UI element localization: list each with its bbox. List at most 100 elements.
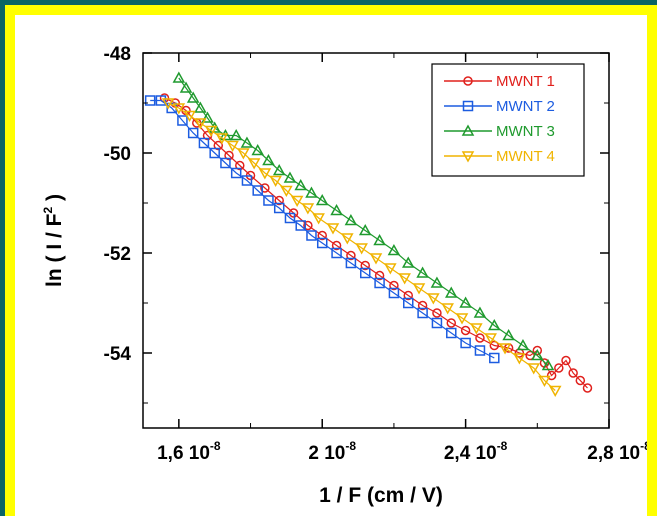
legend-marker — [461, 124, 475, 136]
data-point — [198, 137, 210, 149]
x-tick-label: 2 10-8 — [308, 439, 356, 464]
legend-frame — [431, 63, 585, 177]
data-point — [460, 337, 471, 349]
data-point — [360, 260, 370, 271]
data-point — [284, 212, 296, 224]
data-point — [241, 175, 253, 186]
data-point — [431, 317, 443, 329]
data-point — [475, 333, 485, 343]
legend-label: MWNT 2 — [496, 98, 555, 115]
data-point — [172, 103, 186, 115]
series-2 — [144, 95, 500, 364]
data-point — [161, 98, 175, 110]
data-point — [548, 385, 562, 398]
data-point — [306, 230, 317, 241]
data-point — [247, 158, 261, 170]
data-point — [516, 338, 530, 351]
data-point — [355, 243, 368, 255]
data-point — [417, 300, 428, 311]
data-point — [489, 340, 500, 351]
data-point — [389, 280, 399, 291]
data-point — [251, 143, 264, 156]
data-point — [554, 363, 564, 373]
data-point — [224, 150, 234, 161]
data-point — [194, 118, 207, 130]
y-axis-title-main: ln ( I / F — [43, 213, 66, 287]
data-point — [401, 256, 415, 268]
data-point — [473, 306, 487, 318]
chart-marks — [144, 71, 593, 398]
legend: MWNT 1 MWNT 2 MWNT 3 MWNT 4 — [431, 63, 585, 177]
data-point — [427, 293, 440, 305]
data-point — [488, 318, 501, 331]
data-point — [220, 157, 231, 169]
data-point — [398, 273, 411, 285]
data-point — [460, 325, 471, 336]
data-point — [305, 186, 318, 198]
data-point — [430, 276, 444, 288]
data-point — [179, 81, 193, 93]
data-point — [331, 240, 342, 251]
data-point — [441, 303, 454, 315]
data-point — [432, 308, 442, 318]
data-point — [568, 368, 578, 378]
series-4 — [161, 98, 562, 398]
data-point — [484, 333, 497, 345]
data-point — [258, 168, 272, 180]
data-point — [459, 296, 472, 308]
legend-label: MWNT 3 — [496, 123, 555, 140]
data-point — [345, 257, 357, 269]
x-tick-label: 1,6 10-8 — [157, 439, 221, 464]
data-point — [295, 220, 306, 231]
data-point — [474, 345, 486, 356]
data-point — [301, 203, 315, 215]
data-point — [237, 148, 250, 160]
data-point — [187, 127, 199, 139]
x-axis-title: 1 / F (cm / V) — [319, 484, 443, 507]
data-point — [498, 343, 512, 355]
data-point — [315, 193, 329, 206]
data-point — [502, 328, 515, 341]
legend-entry-1: MWNT 1 — [444, 73, 555, 90]
data-point — [316, 237, 328, 249]
data-point — [213, 140, 224, 151]
data-point — [290, 195, 304, 208]
data-point — [538, 375, 551, 388]
data-point — [374, 270, 385, 281]
legend-entry-2: MWNT 2 — [444, 98, 555, 115]
y-tick-label: -48 — [104, 44, 131, 65]
data-point — [546, 370, 557, 381]
legend-label: MWNT 4 — [496, 148, 555, 165]
data-point — [388, 287, 400, 299]
legend-marker — [461, 151, 475, 163]
data-point — [387, 243, 401, 256]
data-point — [144, 95, 156, 106]
data-point — [194, 101, 207, 113]
data-point — [531, 348, 544, 361]
data-point — [183, 110, 196, 123]
data-point — [341, 233, 354, 245]
data-point — [403, 297, 414, 309]
y-tick-label: -52 — [104, 244, 131, 265]
data-point — [513, 353, 526, 365]
data-point — [541, 358, 555, 371]
data-point — [294, 178, 307, 191]
data-point — [263, 195, 274, 206]
data-point — [384, 263, 397, 275]
data-point — [575, 375, 586, 386]
series-3 — [172, 71, 555, 371]
data-point — [358, 223, 372, 236]
data-point — [369, 253, 383, 265]
legend-marker — [462, 100, 474, 112]
data-point — [226, 140, 239, 153]
data-point — [260, 183, 270, 193]
data-point — [446, 327, 457, 339]
data-point — [274, 195, 284, 206]
data-point — [344, 213, 358, 226]
y-axis-title-close: ) — [43, 194, 66, 207]
data-point — [235, 160, 245, 171]
data-point — [283, 171, 297, 183]
legend-entry-4: MWNT 4 — [444, 148, 555, 165]
data-point — [582, 383, 593, 393]
data-point — [446, 318, 457, 328]
